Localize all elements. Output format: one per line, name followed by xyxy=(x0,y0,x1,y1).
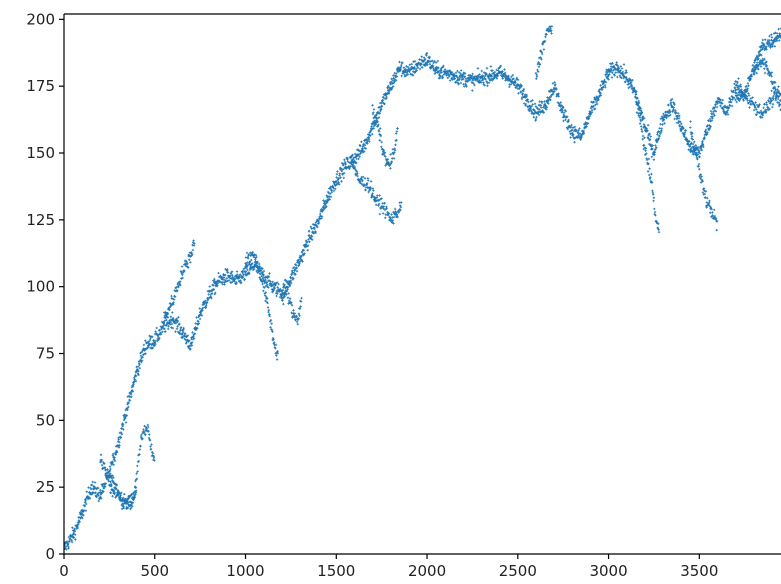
y-tick-label: 100 xyxy=(26,278,55,296)
series-branch-11-marks xyxy=(752,57,781,111)
series-branch-5 xyxy=(349,155,403,225)
x-tick-label: 2000 xyxy=(408,562,446,580)
y-tick-label: 150 xyxy=(26,144,55,162)
series-branch-4-marks xyxy=(280,286,303,326)
x-tick-label: 1500 xyxy=(317,562,355,580)
series-branch-5-marks xyxy=(349,155,403,225)
y-tick-label: 200 xyxy=(26,10,55,28)
series-branch-9-marks xyxy=(689,120,719,232)
axes: 0 500 1000 1500 2000 2500 3000 3500 0 25 50 75 100 12… xyxy=(26,10,781,580)
y-tick-label: 125 xyxy=(26,211,55,229)
series-branch-3-marks xyxy=(244,250,279,361)
series-branch-8-marks xyxy=(634,96,661,234)
y-tick-label: 0 xyxy=(45,545,55,563)
series-branch-3 xyxy=(244,250,279,361)
series-branch-1-marks xyxy=(108,480,138,510)
series-branch-7 xyxy=(534,25,554,80)
series-branch-11 xyxy=(752,57,781,111)
y-tick-label: 25 xyxy=(36,478,55,496)
series-trend xyxy=(64,27,781,551)
series-branch-0-marks xyxy=(99,423,156,511)
series-branch-0 xyxy=(99,423,156,511)
scatter-points xyxy=(64,25,781,551)
series-branch-2 xyxy=(162,239,196,325)
y-tick-label: 50 xyxy=(36,411,55,429)
series-branch-9 xyxy=(689,120,719,232)
series-branch-10-marks xyxy=(734,85,781,119)
x-tick-label: 2500 xyxy=(499,562,537,580)
y-tick-label: 75 xyxy=(36,345,55,363)
series-branch-2-marks xyxy=(162,239,196,325)
series-branch-8 xyxy=(634,96,661,234)
x-tick-label: 3500 xyxy=(680,562,718,580)
x-tick-label: 500 xyxy=(140,562,169,580)
series-branch-6-marks xyxy=(371,104,399,170)
x-tick-label: 1000 xyxy=(226,562,264,580)
series-trend-marks xyxy=(64,27,781,551)
series-branch-6 xyxy=(371,104,399,170)
y-tick-label: 175 xyxy=(26,77,55,95)
x-tick-label: 0 xyxy=(59,562,69,580)
series-branch-1 xyxy=(108,480,138,510)
series-branch-4 xyxy=(280,286,303,326)
series-branch-7-marks xyxy=(534,25,554,80)
x-tick-label: 3000 xyxy=(589,562,627,580)
series-branch-10 xyxy=(734,85,781,119)
